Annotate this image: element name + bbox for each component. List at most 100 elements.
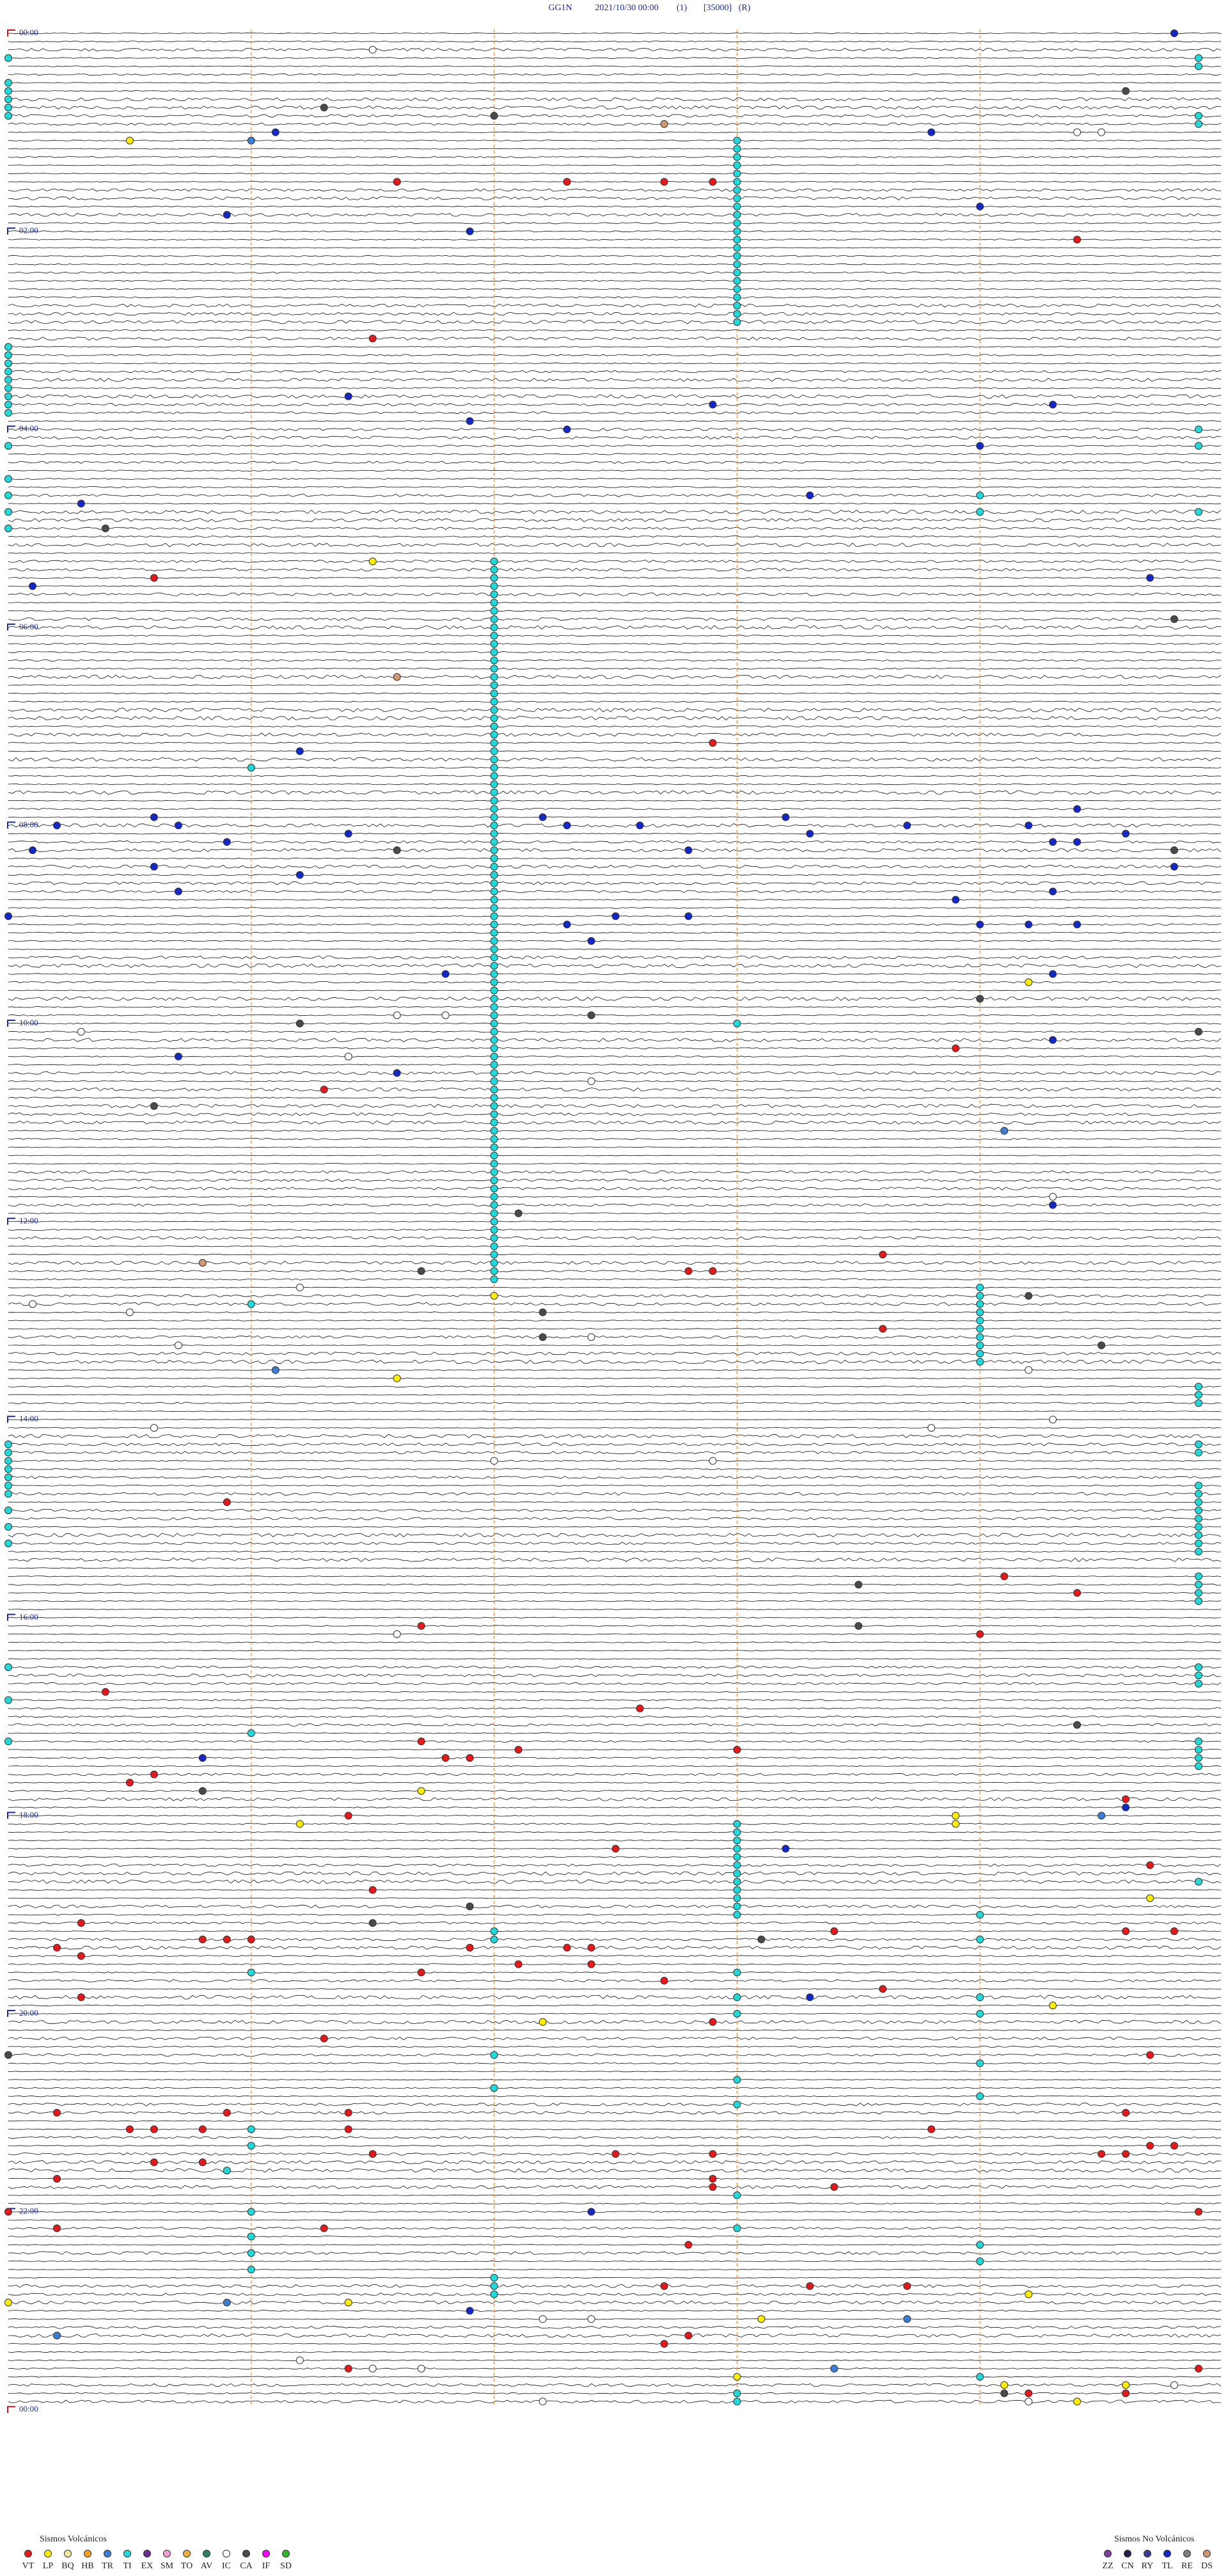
event-dot xyxy=(53,821,61,830)
trace xyxy=(8,923,1222,926)
event-dot xyxy=(490,1003,498,1011)
event-dot xyxy=(4,1482,12,1490)
trace xyxy=(8,445,1222,447)
event-dot xyxy=(77,500,85,508)
trace xyxy=(8,1600,1222,1602)
trace xyxy=(8,1904,1222,1909)
legend-code: TO xyxy=(181,2561,193,2571)
event-dot xyxy=(4,104,12,112)
event-dot xyxy=(490,706,498,714)
event-dot xyxy=(733,1911,741,1919)
event-dot xyxy=(490,557,498,565)
trace xyxy=(8,518,1222,523)
trace xyxy=(8,1468,1222,1471)
event-dot xyxy=(733,1746,741,1754)
trace xyxy=(8,1087,1222,1092)
trace xyxy=(8,1583,1222,1586)
event-dot xyxy=(490,796,498,805)
event-dot xyxy=(4,508,12,516)
event-dot xyxy=(320,1086,328,1094)
event-dot xyxy=(490,565,498,574)
trace xyxy=(8,864,1222,869)
trace xyxy=(8,320,1222,324)
trace xyxy=(8,1673,1222,1677)
trace xyxy=(8,1096,1222,1099)
event-dot xyxy=(709,2018,717,2026)
trace xyxy=(8,692,1222,695)
event-dot xyxy=(223,838,231,846)
event-dot xyxy=(1195,1597,1202,1605)
event-dot xyxy=(4,912,12,921)
trace xyxy=(8,890,1222,893)
event-dot xyxy=(417,1737,425,1746)
event-dot xyxy=(1025,2398,1033,2406)
event-dot xyxy=(1122,830,1130,838)
legend-code: ZZ xyxy=(1102,2561,1113,2571)
event-dot xyxy=(247,1300,255,1308)
trace xyxy=(8,716,1222,721)
event-dot xyxy=(490,821,498,830)
trace xyxy=(8,881,1222,885)
legend-code: TI xyxy=(123,2561,132,2571)
trace xyxy=(8,757,1222,762)
event-dot xyxy=(1049,2002,1057,2010)
event-dot xyxy=(1195,54,1202,62)
event-dot xyxy=(29,846,36,855)
event-dot xyxy=(174,1341,182,1350)
event-dot xyxy=(223,2298,231,2307)
event-dot xyxy=(1098,1341,1106,1350)
trace xyxy=(8,940,1222,942)
trace xyxy=(8,552,1222,554)
trace xyxy=(8,2036,1222,2041)
trace xyxy=(8,1897,1222,1899)
event-dot xyxy=(1195,1382,1202,1391)
trace xyxy=(8,1112,1222,1116)
event-dot xyxy=(1170,2142,1178,2150)
event-dot xyxy=(490,921,498,929)
trace xyxy=(8,470,1222,472)
event-dot xyxy=(854,1581,863,1589)
event-dot xyxy=(295,1283,304,1292)
trace xyxy=(8,1797,1222,1801)
event-dot xyxy=(393,1011,401,1020)
event-dot xyxy=(271,128,279,136)
event-dot xyxy=(1170,2381,1178,2389)
trace xyxy=(8,403,1222,406)
event-dot xyxy=(611,2150,620,2158)
trace xyxy=(8,1665,1222,1669)
event-dot xyxy=(636,1704,644,1712)
trace xyxy=(8,173,1222,175)
event-dot xyxy=(490,1160,498,1168)
event-dot xyxy=(247,2249,255,2257)
trace xyxy=(8,1245,1221,1247)
trace xyxy=(8,139,1222,142)
event-dot xyxy=(1195,1440,1202,1448)
trace xyxy=(8,2046,1222,2048)
trace xyxy=(8,617,1222,621)
event-dot xyxy=(733,1886,741,1894)
trace xyxy=(8,1047,1222,1050)
trace xyxy=(8,411,1221,415)
event-dot xyxy=(53,2224,61,2232)
trace xyxy=(8,1963,1222,1966)
trace xyxy=(8,816,1222,818)
legend-code: SM xyxy=(161,2561,174,2571)
legend-code: TL xyxy=(1161,2561,1172,2571)
trace xyxy=(8,1170,1222,1174)
event-dot xyxy=(490,1192,498,1201)
event-dot xyxy=(1195,1027,1202,1036)
event-dot xyxy=(490,697,498,706)
event-dot xyxy=(976,1350,984,1357)
event-dot xyxy=(976,1993,984,2002)
event-dot xyxy=(709,2183,717,2191)
tick-mark xyxy=(7,2406,15,2414)
trace xyxy=(8,1302,1222,1306)
event-dot xyxy=(150,813,158,821)
trace xyxy=(8,1320,1222,1322)
trace xyxy=(8,387,1222,390)
event-dot xyxy=(1122,2150,1130,2158)
trace xyxy=(8,700,1222,703)
event-dot xyxy=(490,2273,498,2282)
trace xyxy=(8,996,1222,1001)
event-dot xyxy=(1195,1391,1202,1399)
